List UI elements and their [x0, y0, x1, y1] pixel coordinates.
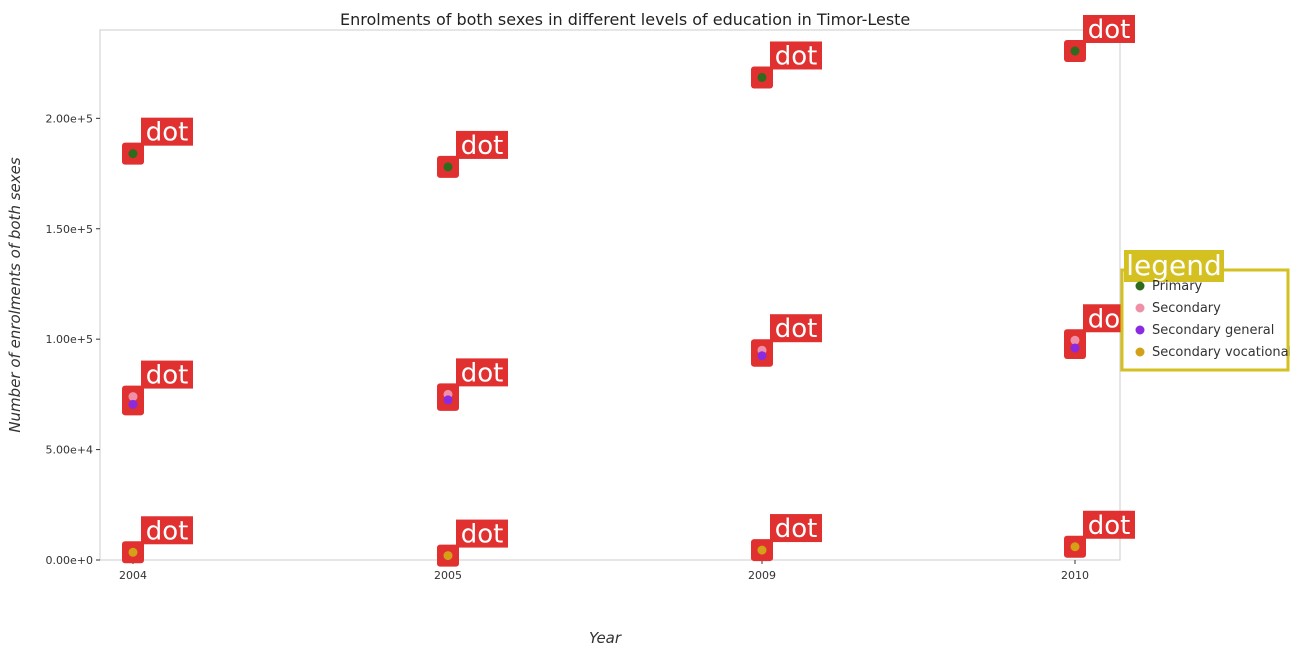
data-point — [757, 545, 767, 555]
dot-badge-label: dot — [775, 314, 818, 344]
y-tick-label: 5.00e+4 — [46, 444, 93, 457]
dot-badge — [141, 516, 193, 545]
dot-badge-label: dot — [461, 358, 504, 388]
data-point — [128, 547, 138, 557]
data-point — [128, 149, 138, 159]
dot-badge-label: dot — [146, 361, 189, 391]
data-point — [443, 551, 453, 561]
dot-badge-label: dot — [461, 131, 504, 161]
dot-badge — [1083, 14, 1135, 43]
data-point — [1070, 46, 1080, 56]
y-tick-label: 2.00e+5 — [46, 112, 93, 125]
data-point — [128, 392, 138, 402]
data-point — [757, 351, 767, 361]
legend-marker — [1135, 281, 1145, 291]
x-axis-label: Year — [589, 629, 622, 647]
data-point — [1070, 542, 1080, 552]
y-tick-label: 0.00e+0 — [46, 554, 93, 567]
dot-badge — [456, 130, 508, 159]
legend-marker — [1135, 347, 1145, 357]
legend-entry-label: Secondary vocational — [1152, 345, 1290, 360]
x-tick-label: 2005 — [434, 569, 462, 582]
dot-badge — [141, 360, 193, 389]
dot-badge — [770, 314, 822, 343]
dot-badge — [770, 514, 822, 543]
y-tick-label: 1.50e+5 — [46, 223, 93, 236]
data-point — [1070, 335, 1080, 345]
dot-badge-label: dot — [1088, 15, 1131, 45]
legend-box — [1120, 268, 1290, 372]
dot-badge — [141, 117, 193, 146]
data-point — [1070, 343, 1080, 353]
dot-badge-label: dot — [775, 514, 818, 544]
dot-badge — [1083, 510, 1135, 539]
y-axis: 0.00e+0 5.00e+4 1.00e+5 1.50e+5 2.00e+5 — [46, 112, 100, 567]
dot-badge-label: dot — [461, 520, 504, 550]
dot-badge — [456, 358, 508, 387]
dot-badge-label: dot — [1088, 511, 1131, 541]
x-axis: 2004 2005 2009 2010 — [119, 560, 1089, 582]
plot-area — [99, 29, 1121, 561]
dot-badge-label: dot — [146, 118, 189, 148]
dot-badge-label: dot — [775, 41, 818, 71]
data-point — [443, 162, 453, 172]
x-tick-label: 2004 — [119, 569, 147, 582]
legend-entry-label: Primary — [1152, 279, 1203, 294]
dot-badge-label: dot — [146, 516, 189, 546]
y-tick-label: 1.00e+5 — [46, 333, 93, 346]
legend-marker — [1135, 303, 1145, 313]
data-point — [128, 399, 138, 409]
x-tick-label: 2010 — [1061, 569, 1089, 582]
legend-entry-label: Secondary general — [1152, 323, 1274, 338]
legend-title-badge — [1124, 250, 1224, 282]
x-tick-label: 2009 — [748, 569, 776, 582]
legend-marker — [1135, 325, 1145, 335]
y-axis-label: Number of enrolments of both sexes — [6, 157, 24, 433]
legend-entry-label: Secondary — [1152, 301, 1221, 316]
chart-title: Enrolments of both sexes in different le… — [340, 10, 910, 29]
legend-title: legend — [1126, 249, 1222, 282]
dot-badge — [770, 41, 822, 70]
data-point — [443, 395, 453, 405]
data-point — [757, 72, 767, 82]
dot-badge — [456, 519, 508, 548]
